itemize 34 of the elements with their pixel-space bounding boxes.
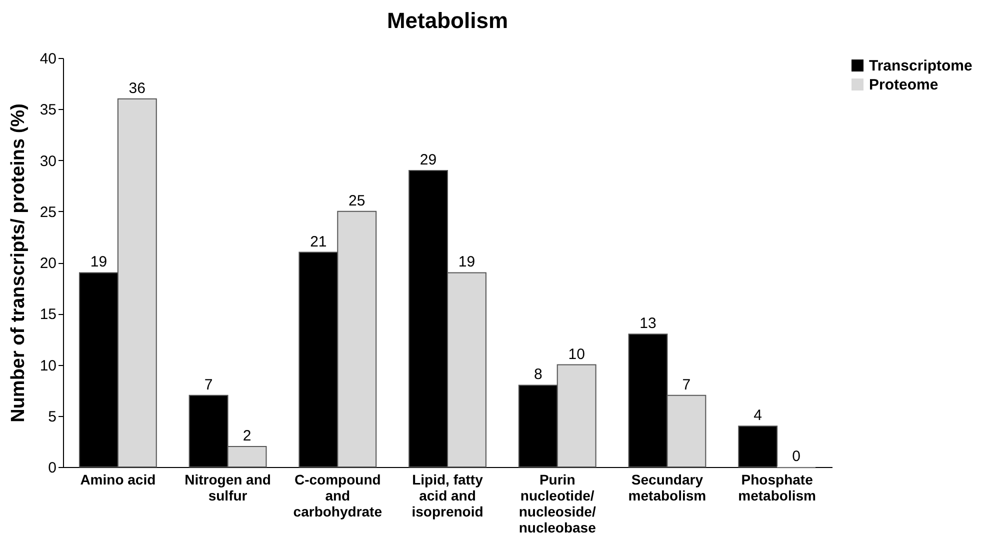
- data-label: 7: [682, 376, 691, 394]
- y-tick-label: 25: [40, 204, 56, 221]
- legend-label: Transcriptome: [869, 58, 972, 74]
- y-tick-label: 5: [48, 408, 56, 426]
- y-axis-title: Number of transcripts/ proteins (%): [8, 104, 29, 422]
- data-label: 0: [792, 448, 800, 465]
- x-tick-label: Nitrogen and sulfur: [184, 472, 271, 504]
- x-tick-label: Secundary metabolism: [628, 472, 706, 504]
- data-label: 19: [90, 254, 108, 271]
- x-tick-label: Amino acid: [80, 472, 156, 488]
- y-tick-label: 40: [40, 50, 56, 68]
- legend-label: Proteome: [869, 76, 938, 94]
- data-label: 10: [568, 346, 585, 363]
- data-label: 19: [458, 254, 476, 271]
- y-tick-label: 20: [40, 255, 56, 272]
- x-tick-label: Lipid, fatty acid and isoprenoid: [412, 472, 484, 520]
- data-label: 21: [310, 233, 327, 250]
- data-label: 25: [348, 192, 366, 210]
- data-label: 8: [534, 366, 542, 384]
- data-label: 13: [640, 315, 656, 332]
- y-tick-label: 30: [40, 152, 56, 170]
- y-tick-label: 0: [48, 460, 56, 476]
- x-tick-label: Purin nucleotide/ nucleoside/ nucleobase: [518, 472, 596, 536]
- x-tick-label: Phosphate metabolism: [738, 472, 816, 504]
- chart-title: Metabolism: [386, 8, 508, 33]
- y-tick-label: 15: [40, 306, 56, 324]
- y-tick-label: 35: [40, 102, 56, 119]
- data-label: 2: [242, 428, 252, 445]
- data-label: 29: [420, 151, 437, 168]
- data-label: 7: [204, 376, 213, 394]
- data-label: 4: [754, 407, 762, 424]
- x-tick-label: C-compound and carbohydrate: [293, 472, 382, 520]
- y-tick-label: 10: [40, 357, 56, 374]
- data-label: 36: [128, 80, 146, 97]
